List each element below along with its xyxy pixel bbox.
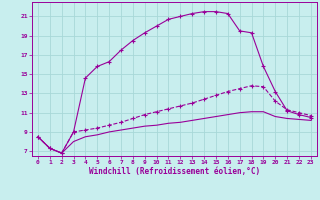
X-axis label: Windchill (Refroidissement éolien,°C): Windchill (Refroidissement éolien,°C)	[89, 167, 260, 176]
